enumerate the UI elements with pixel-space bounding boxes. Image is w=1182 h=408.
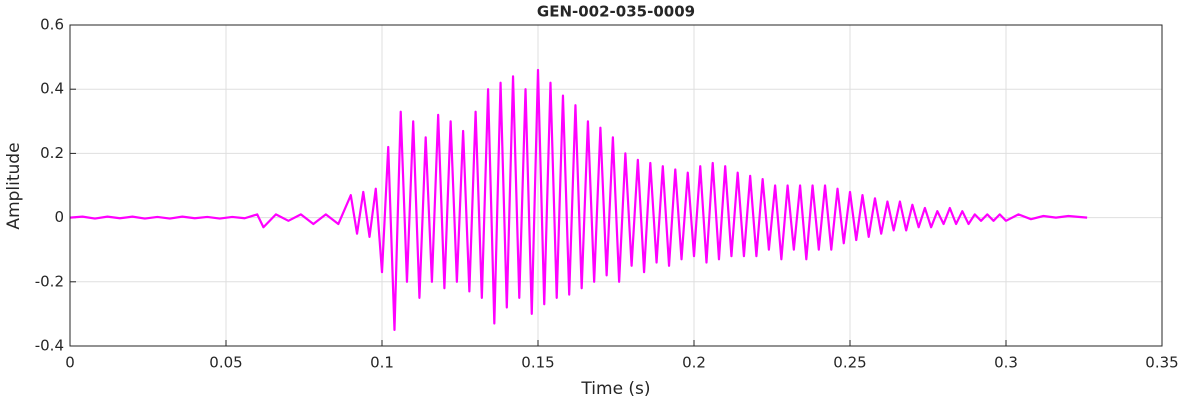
x-tick-label: 0.35 <box>1145 354 1178 372</box>
y-tick-label: -0.4 <box>35 337 64 355</box>
plot-frame <box>69 24 1163 347</box>
chart-title: GEN-002-035-0009 <box>537 3 695 21</box>
x-tick-label: 0 <box>65 354 75 372</box>
y-tick-label: 0.2 <box>40 144 64 162</box>
x-tick-label: 0.1 <box>370 354 394 372</box>
x-tick-label: 0.2 <box>682 354 706 372</box>
x-tick-label: 0.05 <box>209 354 242 372</box>
x-tick-label: 0.15 <box>521 354 554 372</box>
y-tick-label: -0.2 <box>35 272 64 290</box>
y-axis-label: Amplitude <box>4 142 24 229</box>
y-tick-label: 0 <box>54 208 64 226</box>
waveform-line <box>69 68 1088 332</box>
y-tick-label: 0.6 <box>40 16 64 34</box>
x-axis-label: Time (s) <box>580 379 650 399</box>
x-tick-label: 0.3 <box>994 354 1018 372</box>
x-tick-label: 0.25 <box>833 354 866 372</box>
y-tick-label: 0.4 <box>40 80 64 98</box>
